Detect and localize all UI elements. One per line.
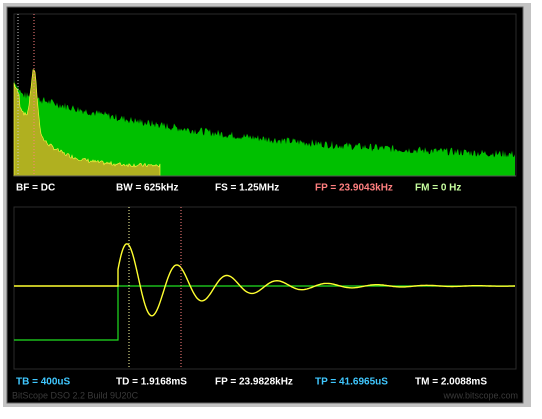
waveform-traces xyxy=(14,243,515,341)
spectrum-fill xyxy=(14,80,515,176)
spectrum-fill xyxy=(13,69,161,177)
status-bf: BF = DC xyxy=(16,183,55,194)
status-fp: FP = 23.9043kHz xyxy=(315,183,393,194)
waveform-plot xyxy=(13,206,517,370)
status-fs: FS = 1.25MHz xyxy=(215,183,279,194)
build-label: BitScope DSO 2.2 Build 9U20C xyxy=(12,390,139,400)
trace-yellow xyxy=(14,243,515,317)
status-tb: TB = 400uS xyxy=(16,377,71,388)
spectrum-traces xyxy=(13,69,515,177)
status-tm: TM = 2.0088mS xyxy=(415,377,487,388)
status-tp: TP = 41.6965uS xyxy=(315,377,388,388)
website-label: www.bitscope.com xyxy=(442,390,518,400)
status-fp: FP = 23.9828kHz xyxy=(215,377,293,388)
status-fm: FM = 0 Hz xyxy=(415,183,461,194)
status-td: TD = 1.9168mS xyxy=(116,377,187,388)
status-bw: BW = 625kHz xyxy=(116,183,179,194)
